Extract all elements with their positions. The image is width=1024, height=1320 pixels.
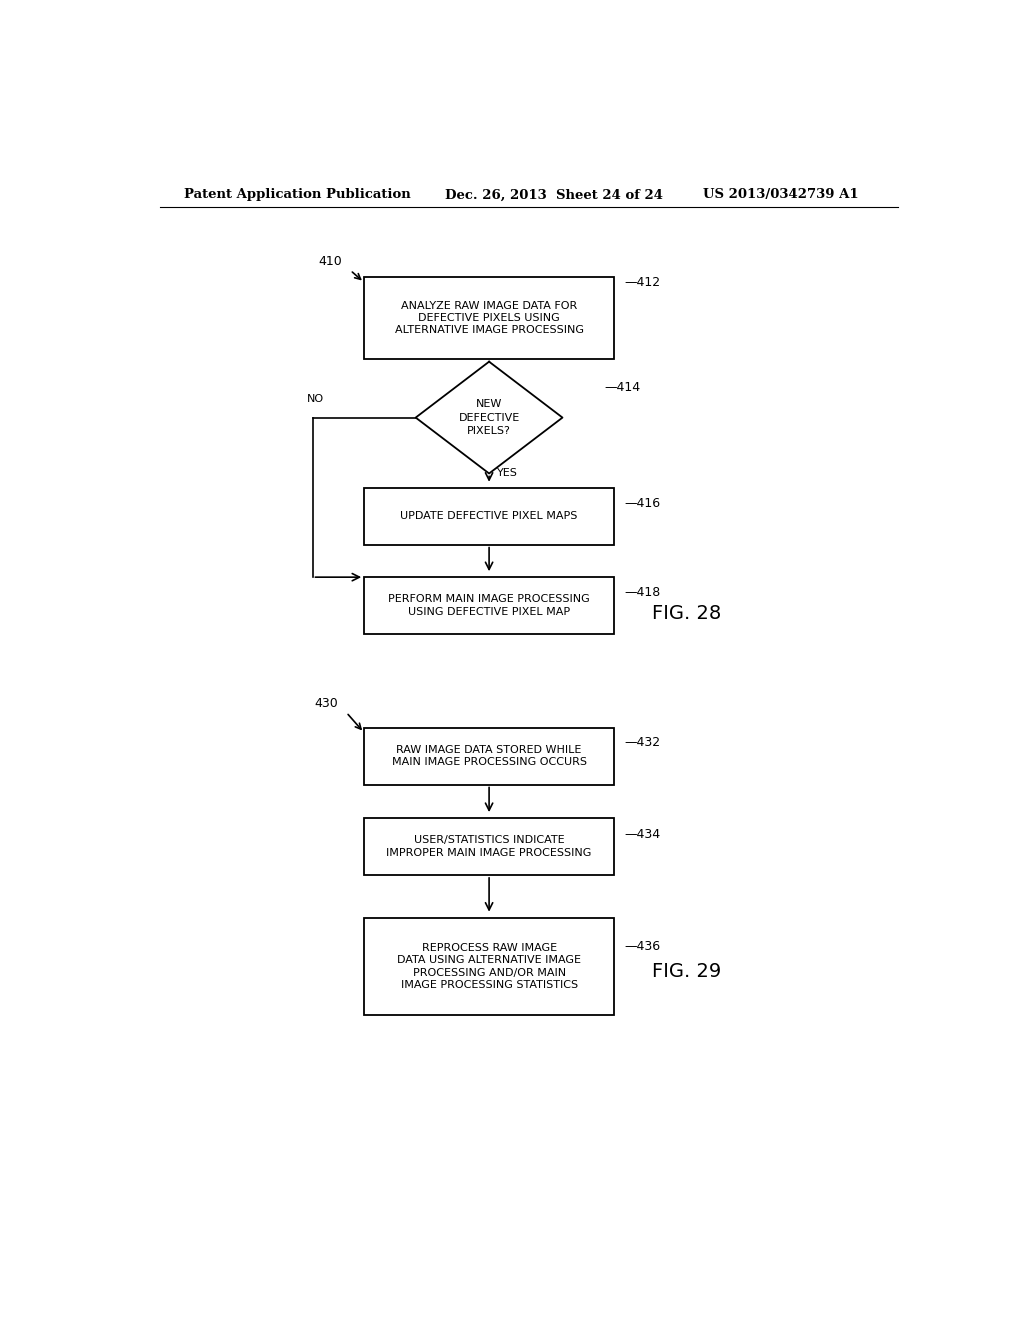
FancyBboxPatch shape: [365, 487, 614, 545]
FancyBboxPatch shape: [365, 917, 614, 1015]
Text: UPDATE DEFECTIVE PIXEL MAPS: UPDATE DEFECTIVE PIXEL MAPS: [400, 511, 578, 521]
FancyBboxPatch shape: [365, 577, 614, 634]
FancyBboxPatch shape: [365, 277, 614, 359]
FancyBboxPatch shape: [365, 818, 614, 875]
Polygon shape: [416, 362, 562, 474]
Text: —432: —432: [624, 737, 660, 750]
Text: RAW IMAGE DATA STORED WHILE
MAIN IMAGE PROCESSING OCCURS: RAW IMAGE DATA STORED WHILE MAIN IMAGE P…: [391, 744, 587, 767]
Text: YES: YES: [497, 467, 518, 478]
Text: —418: —418: [624, 586, 660, 599]
FancyBboxPatch shape: [365, 727, 614, 784]
Text: NO: NO: [306, 395, 324, 404]
Text: Patent Application Publication: Patent Application Publication: [183, 189, 411, 202]
Text: ANALYZE RAW IMAGE DATA FOR
DEFECTIVE PIXELS USING
ALTERNATIVE IMAGE PROCESSING: ANALYZE RAW IMAGE DATA FOR DEFECTIVE PIX…: [394, 301, 584, 335]
Text: —414: —414: [604, 380, 640, 393]
Text: 430: 430: [314, 697, 338, 710]
Text: REPROCESS RAW IMAGE
DATA USING ALTERNATIVE IMAGE
PROCESSING AND/OR MAIN
IMAGE PR: REPROCESS RAW IMAGE DATA USING ALTERNATI…: [397, 942, 581, 990]
Text: —436: —436: [624, 940, 660, 953]
Text: PERFORM MAIN IMAGE PROCESSING
USING DEFECTIVE PIXEL MAP: PERFORM MAIN IMAGE PROCESSING USING DEFE…: [388, 594, 590, 616]
Text: USER/STATISTICS INDICATE
IMPROPER MAIN IMAGE PROCESSING: USER/STATISTICS INDICATE IMPROPER MAIN I…: [386, 836, 592, 858]
Text: NEW
DEFECTIVE
PIXELS?: NEW DEFECTIVE PIXELS?: [459, 400, 520, 436]
Text: —416: —416: [624, 498, 660, 511]
Text: US 2013/0342739 A1: US 2013/0342739 A1: [703, 189, 859, 202]
Text: Dec. 26, 2013  Sheet 24 of 24: Dec. 26, 2013 Sheet 24 of 24: [445, 189, 664, 202]
Text: FIG. 29: FIG. 29: [652, 962, 721, 981]
Text: —434: —434: [624, 828, 660, 841]
Text: FIG. 28: FIG. 28: [652, 605, 721, 623]
Text: 410: 410: [318, 255, 342, 268]
Text: —412: —412: [624, 276, 660, 289]
